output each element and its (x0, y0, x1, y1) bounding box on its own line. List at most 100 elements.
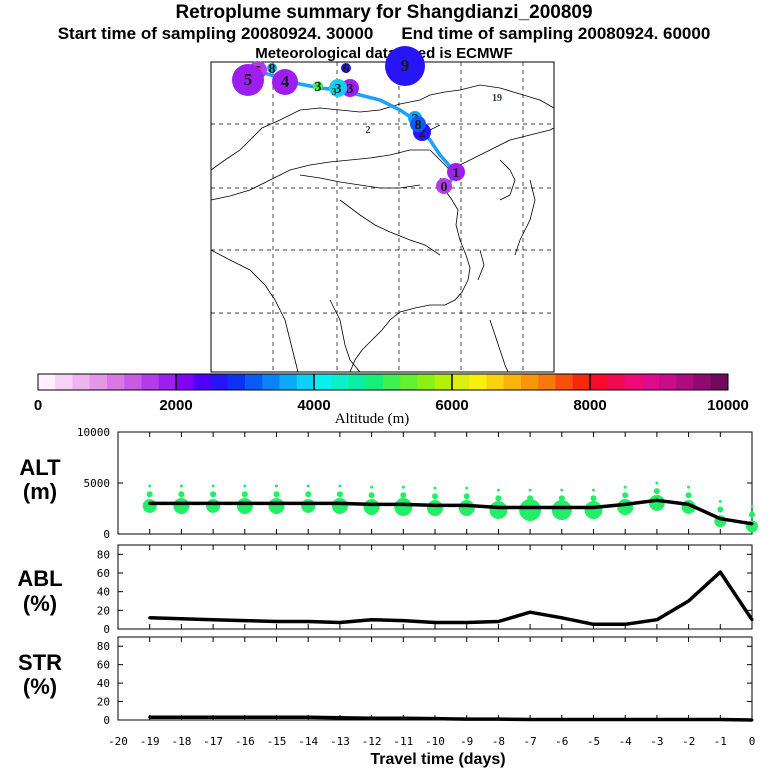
x-tick-label: -11 (393, 735, 413, 748)
colorbar-swatch (55, 374, 73, 390)
data-point-abl (623, 622, 627, 626)
data-point-alt (560, 505, 564, 509)
data-point-alt (528, 505, 532, 509)
altitude-cloud-point (584, 501, 603, 520)
x-tick-label: -8 (492, 735, 505, 748)
y-tick-label: 20 (97, 696, 110, 709)
altitude-cloud-point (336, 491, 343, 498)
data-point-str (623, 718, 627, 722)
map-panel: 012233345568919832 (210, 46, 555, 373)
plume-marker-label: 3 (335, 82, 342, 97)
altitude-cloud-point (433, 486, 437, 490)
data-point-alt (592, 505, 595, 509)
altitude-cloud-point (551, 500, 572, 521)
colorbar-swatch (176, 374, 194, 390)
altitude-cloud-point (305, 491, 312, 498)
plume-marker-label: 1 (453, 166, 460, 181)
data-point-str (148, 715, 152, 719)
altitude-cloud-point (528, 488, 532, 492)
data-point-str (338, 716, 342, 720)
altitude-cloud-point (655, 481, 659, 485)
x-tick-label: -13 (330, 735, 350, 748)
data-point-abl (338, 620, 342, 624)
colorbar-swatch (538, 374, 556, 390)
plume-marker-label: 3 (347, 82, 354, 97)
altitude-cloud-point (338, 484, 342, 488)
colorbar-swatch (124, 374, 142, 390)
data-point-str (496, 717, 500, 721)
colorbar-swatch (383, 374, 401, 390)
plume-marker-label: 0 (441, 180, 448, 195)
plume-marker-label: 8 (269, 62, 276, 77)
y-tick-label: 60 (97, 659, 110, 672)
x-tick-label: 0 (749, 735, 756, 748)
altitude-cloud-point (687, 485, 691, 489)
data-point-alt (401, 502, 405, 506)
plume-marker-label: 8 (415, 118, 422, 133)
plume-marker (410, 116, 426, 132)
colorbar-swatch (676, 374, 694, 390)
series-line-alt (149, 498, 753, 526)
plume-marker-label: 2 (366, 125, 371, 136)
data-point-abl (687, 599, 691, 603)
data-point-str (592, 718, 595, 722)
data-point-alt (243, 501, 247, 505)
panel-frame (117, 544, 753, 630)
data-point-abl (243, 619, 247, 623)
x-tick-label: -12 (362, 735, 382, 748)
plume-marker-label: 9 (401, 56, 410, 75)
altitude-cloud-point (275, 484, 278, 488)
data-point-alt (718, 517, 722, 521)
altitude-cloud-point (496, 488, 500, 492)
colorbar-swatch (452, 374, 470, 390)
plume-marker (329, 79, 347, 97)
data-point-str (401, 716, 405, 720)
altitude-cloud-point (590, 495, 597, 502)
altitude-cloud-point (363, 498, 380, 515)
panel-alt: ALT(m) 0 5000 10000 (19, 426, 758, 541)
altitude-cloud-point (301, 498, 316, 513)
altitude-cloud-point (427, 499, 443, 516)
x-tick-label: -15 (267, 735, 287, 748)
colorbar-swatch (486, 374, 505, 390)
plume-marker-label: 19 (492, 93, 502, 104)
start-time-label: Start time of sampling 20080924. 30000 (57, 24, 374, 43)
colorbar-swatches (38, 374, 729, 390)
altitude-cloud-point (142, 498, 157, 513)
colorbar-swatch (521, 374, 539, 390)
y-tick-label: 80 (97, 640, 110, 653)
plume-marker-label: 3 (332, 87, 337, 98)
colorbar-swatch (245, 374, 263, 390)
data-point-abl (275, 620, 278, 624)
altitude-cloud-point (394, 497, 413, 516)
colorbar-swatch (296, 374, 315, 390)
data-point-abl (370, 618, 374, 622)
colorbar-swatch (314, 374, 332, 390)
altitude-cloud-point (648, 494, 665, 511)
x-tick-label: -14 (298, 735, 318, 748)
x-tick-label: -18 (171, 735, 191, 748)
panel-abl: ABL(%) 0 20 40 60 80 (17, 544, 754, 636)
altitude-cloud-point (463, 493, 470, 500)
time-series-panels: ALT(m)0500010000ABL(%)020406080STR(%)020… (17, 426, 758, 748)
colorbar-ticks: 0 2000 4000 6000 8000 10000 (34, 374, 749, 414)
colorbar-swatch (503, 374, 522, 390)
data-point-alt (623, 502, 627, 506)
altitude-cloud-point (495, 495, 502, 502)
altitude-cloud-point (592, 488, 595, 492)
data-point-str (687, 718, 691, 722)
colorbar-swatch (262, 374, 280, 390)
data-point-alt (496, 505, 500, 509)
panel-label: ABL (17, 566, 62, 591)
data-point-alt (750, 522, 754, 526)
plume-marker (313, 81, 323, 91)
colorbar-swatch (210, 374, 229, 390)
data-point-abl (750, 618, 754, 622)
colorbar-swatch (279, 374, 298, 390)
x-tick-label: -7 (523, 735, 536, 748)
colorbar: 0 2000 4000 6000 8000 10000 Altitude (m) (34, 373, 749, 427)
data-point-abl (211, 618, 215, 622)
plume-marker (267, 63, 277, 73)
data-point-alt (465, 503, 469, 507)
panel-unit-label: (%) (23, 591, 57, 616)
